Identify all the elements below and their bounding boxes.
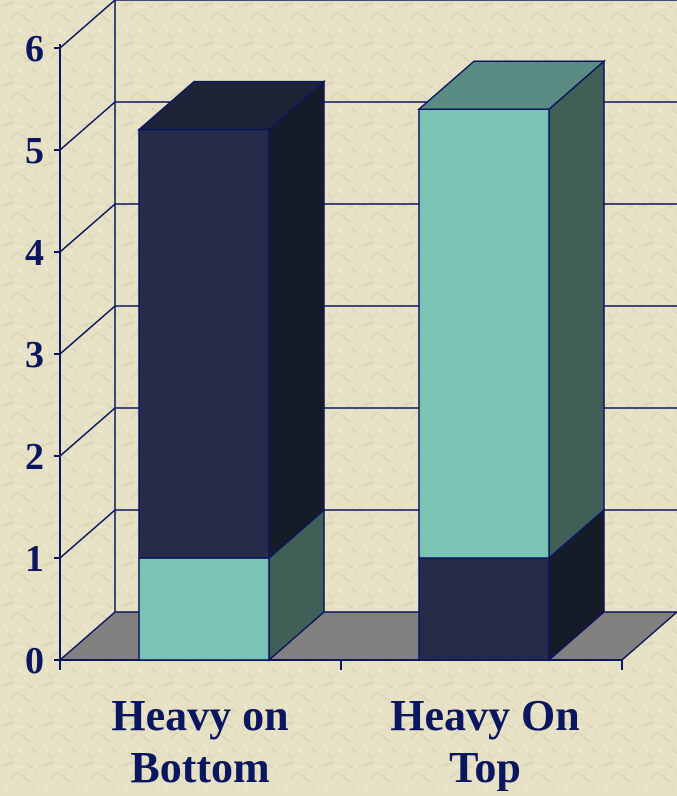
y-tick-label: 5 [25, 130, 44, 172]
grid-line [59, 0, 677, 49]
x-category-label: Heavy on [111, 691, 288, 740]
bar-top-face [137, 80, 326, 131]
y-tick-label: 2 [25, 436, 44, 478]
bar-side-face [548, 59, 605, 560]
bar-segment [418, 557, 550, 661]
bar-side-face [268, 79, 325, 560]
y-tick-label: 4 [25, 232, 44, 274]
bar-segment [138, 128, 270, 559]
y-tick-label: 1 [25, 538, 44, 580]
y-tick-label: 0 [25, 640, 44, 682]
x-category-label: Bottom [130, 743, 269, 791]
y-tick-label: 6 [25, 28, 44, 70]
x-category-label: Heavy On [390, 691, 579, 740]
bar-top-face [416, 60, 607, 110]
x-category-label: Top [449, 743, 521, 791]
y-tick-label: 3 [25, 334, 44, 376]
bar-segment [138, 557, 270, 661]
bar-segment [418, 108, 550, 559]
